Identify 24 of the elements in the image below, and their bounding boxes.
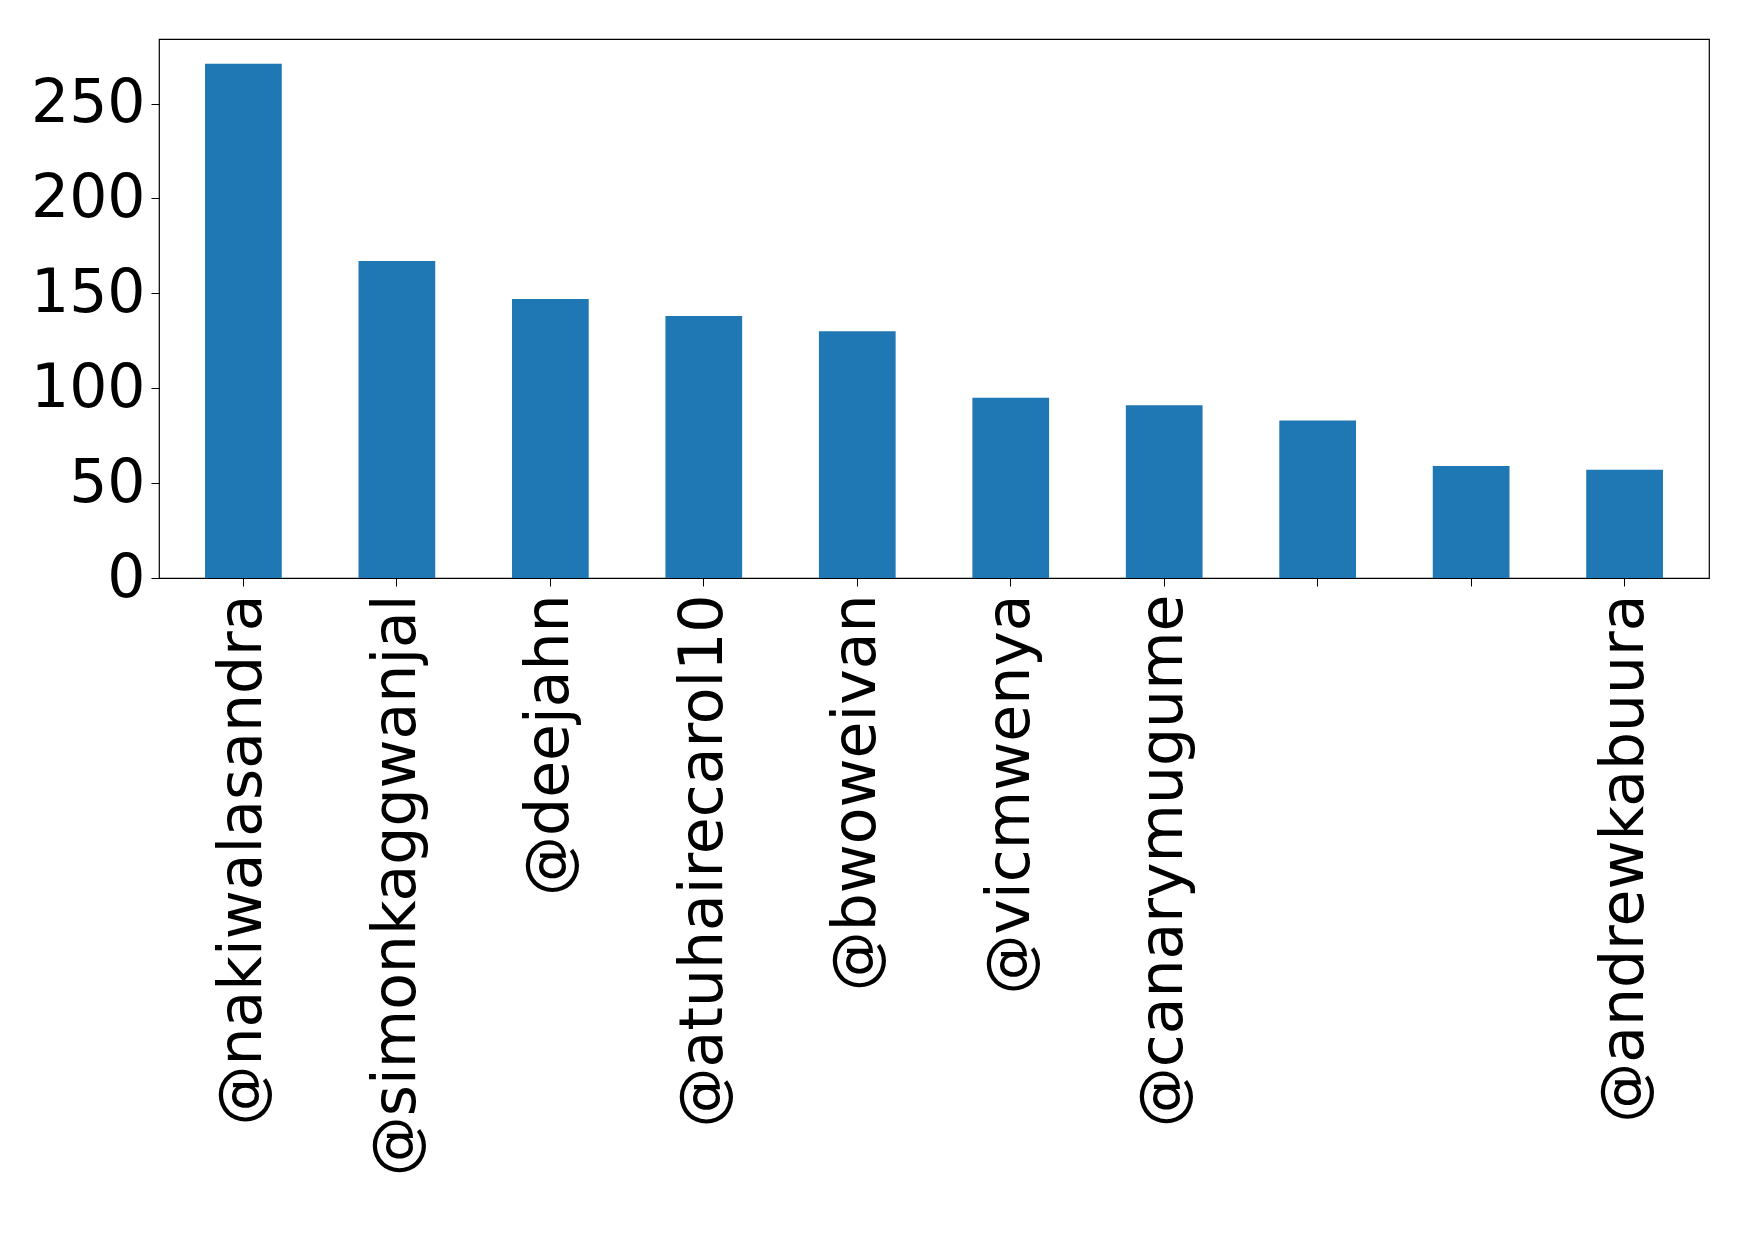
bar xyxy=(818,331,896,578)
y-tick-label: 200 xyxy=(30,160,146,231)
bar xyxy=(1432,466,1510,578)
x-tick-label: @deejahn xyxy=(512,594,583,896)
bar xyxy=(358,261,436,578)
x-tick-label: @bwoweivan xyxy=(819,594,890,992)
x-tick-label: @atuhairecarol10 xyxy=(665,594,736,1128)
bar xyxy=(665,316,743,578)
y-tick-label: 250 xyxy=(30,66,146,137)
x-tick-label: @canarymugume xyxy=(1126,594,1197,1128)
x-tick-label: @nakiwalasandra xyxy=(205,594,276,1126)
y-tick-label: 100 xyxy=(30,350,146,421)
bar xyxy=(1125,405,1203,578)
bar xyxy=(1279,420,1357,578)
bar xyxy=(511,299,589,578)
x-tick-label: @simonkaggwanjal xyxy=(358,594,429,1177)
y-tick-label: 50 xyxy=(69,445,146,516)
x-tick-label: @andrewkabuura xyxy=(1586,594,1657,1123)
bar xyxy=(205,63,282,578)
bar xyxy=(972,397,1050,578)
y-tick-label: 150 xyxy=(30,255,146,326)
bar xyxy=(1586,469,1663,578)
x-tick-label: @vicmwenya xyxy=(972,594,1043,995)
y-tick-label: 0 xyxy=(107,540,146,611)
